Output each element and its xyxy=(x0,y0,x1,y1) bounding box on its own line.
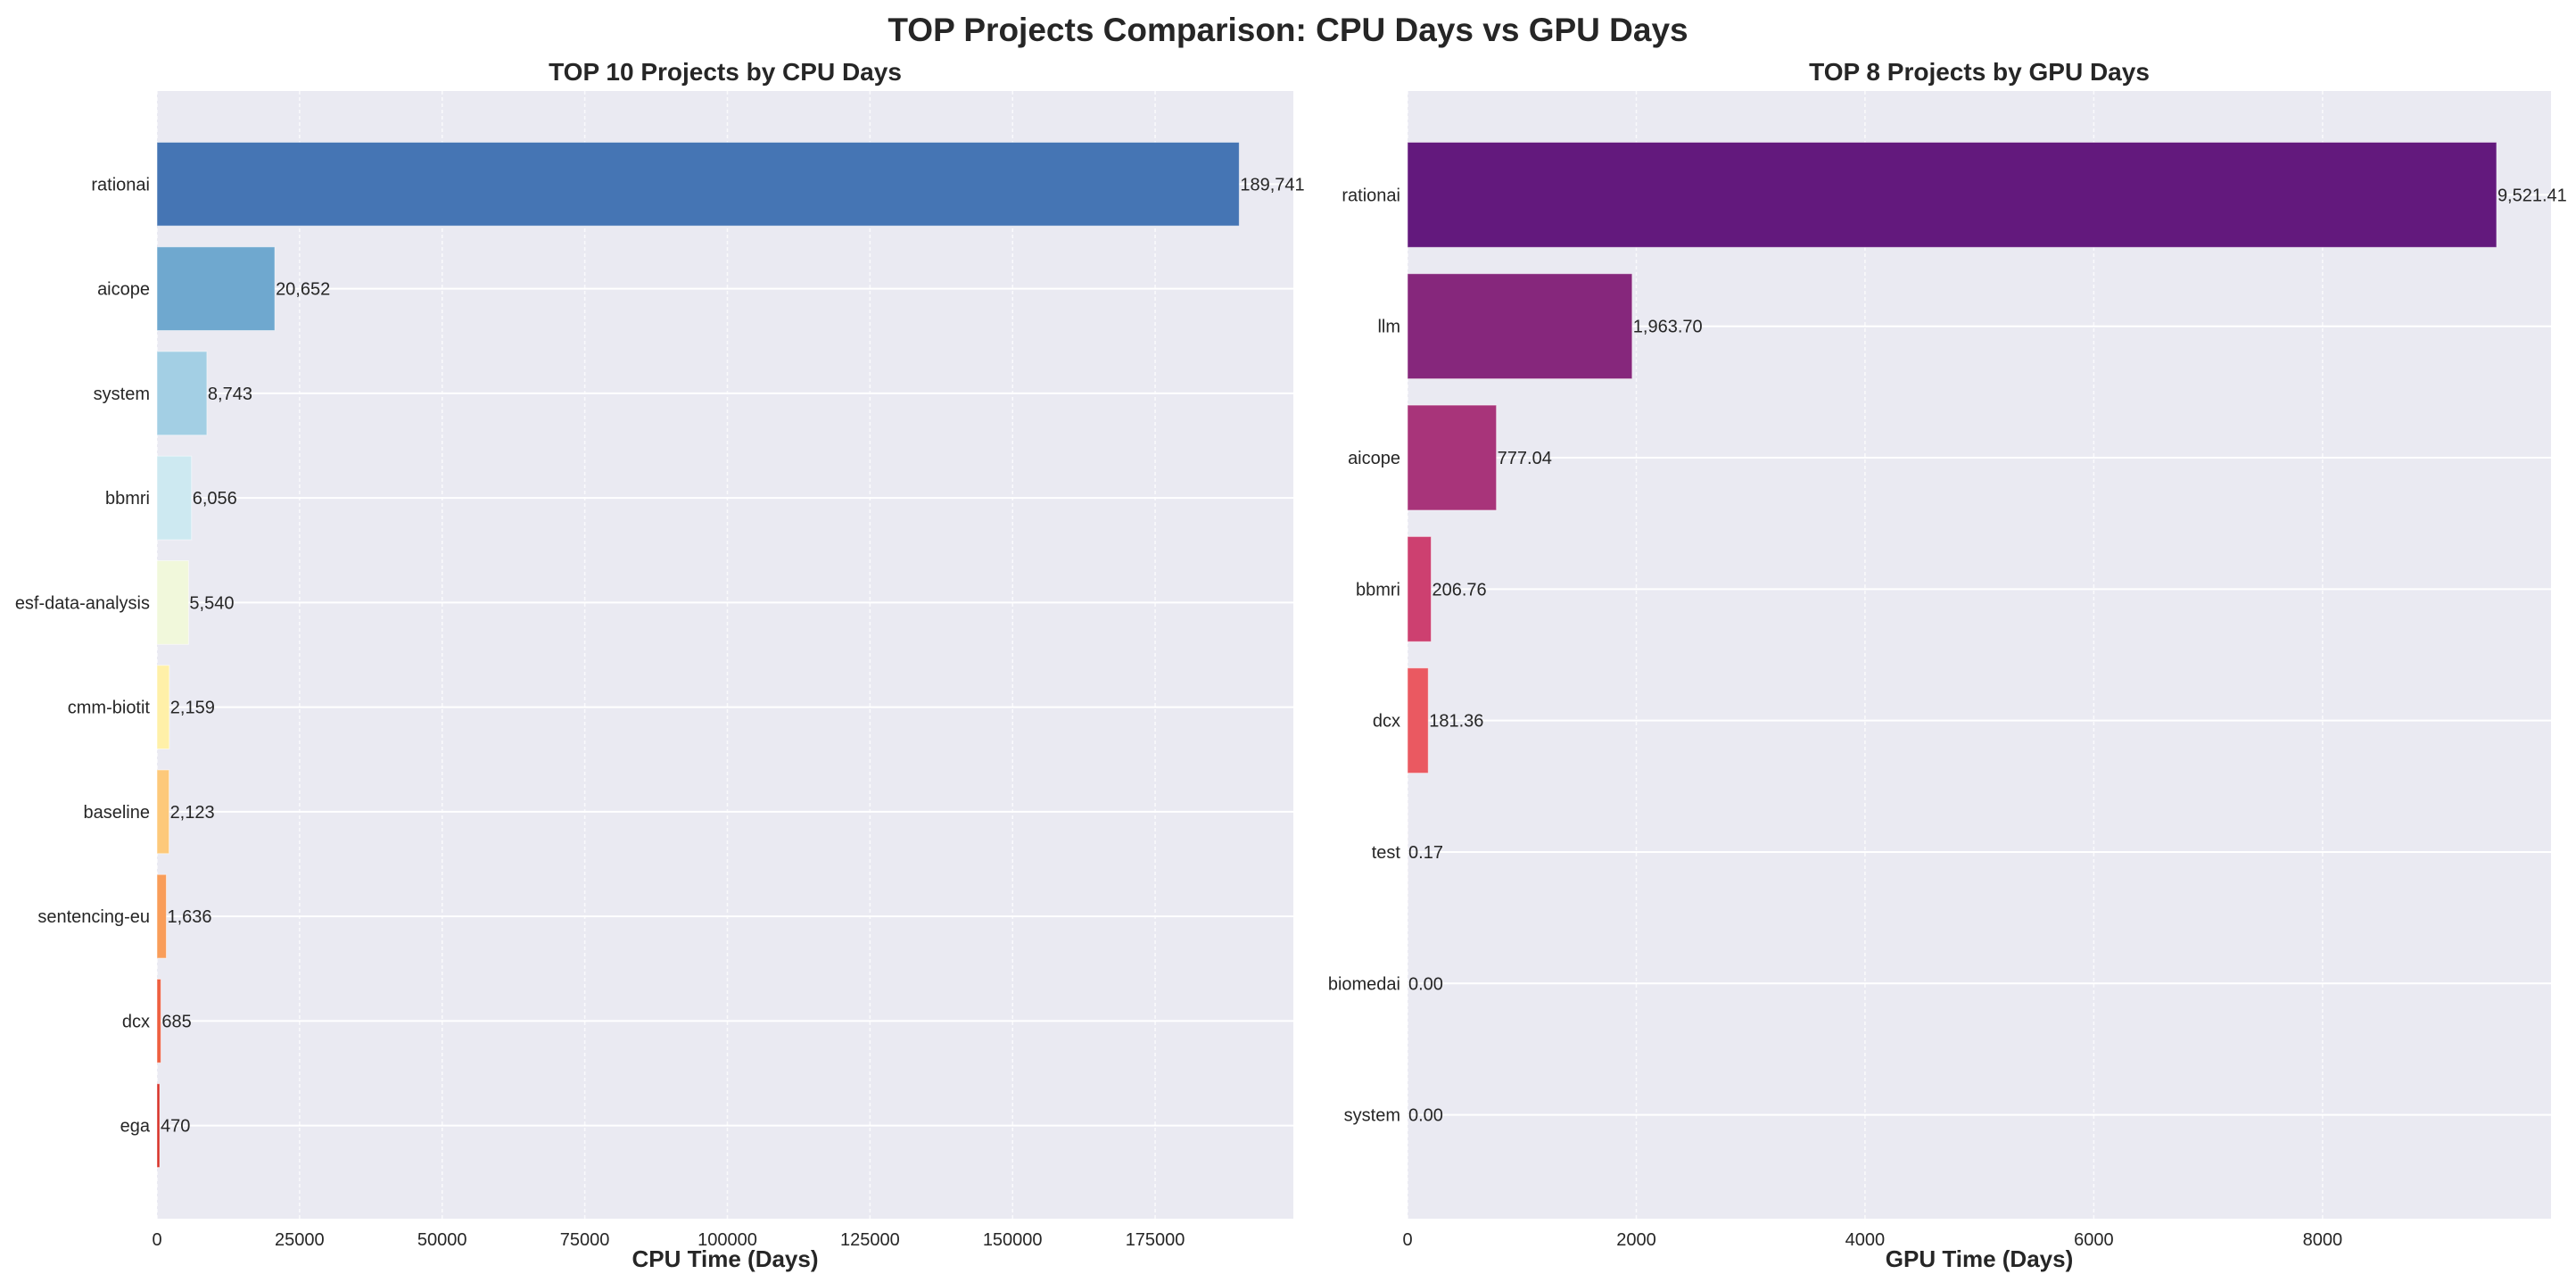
plot-background xyxy=(157,91,1293,1219)
value-label: 6,056 xyxy=(193,489,237,509)
y-tick-label: aicope xyxy=(1348,449,1400,468)
bar-rationai xyxy=(1407,141,2498,248)
y-tick-label: sentencing-eu xyxy=(37,907,150,927)
subplot-title: TOP 8 Projects by GPU Days xyxy=(1809,58,2150,86)
x-tick-label: 0 xyxy=(152,1230,161,1250)
value-label: 2,123 xyxy=(170,803,215,823)
value-label: 20,652 xyxy=(276,280,330,300)
value-label: 0.00 xyxy=(1408,974,1443,994)
value-label: 189,741 xyxy=(1240,175,1304,194)
bar-esf-data-analysis xyxy=(156,559,189,645)
plot-background xyxy=(1408,91,2551,1219)
y-tick-label: esf-data-analysis xyxy=(15,593,150,613)
x-tick-label: 175000 xyxy=(1126,1230,1185,1250)
value-label: 5,540 xyxy=(189,593,234,613)
bar-aicope xyxy=(1407,404,1498,511)
bar-sentencing-eu xyxy=(156,873,167,959)
bar-system xyxy=(156,351,208,436)
figure-title: TOP Projects Comparison: CPU Days vs GPU… xyxy=(888,12,1688,48)
x-tick-label: 6000 xyxy=(2074,1230,2114,1250)
bar-cmm-biotit xyxy=(156,665,170,750)
value-label: 0.17 xyxy=(1408,843,1443,863)
x-axis-label: CPU Time (Days) xyxy=(632,1245,818,1272)
y-tick-label: rationai xyxy=(91,175,150,194)
value-label: 1,636 xyxy=(167,907,211,927)
cpu-days-chart: 0 25000 50000 75000 100000 125000 150000 175000… xyxy=(15,58,1305,1272)
bar-dcx xyxy=(156,978,161,1063)
y-tick-label: baseline xyxy=(83,803,150,823)
y-tick-label: biomedai xyxy=(1328,974,1400,994)
bar-bbmri xyxy=(1407,535,1432,642)
value-label: 181.36 xyxy=(1429,712,1483,732)
x-tick-label: 100000 xyxy=(698,1230,757,1250)
value-label: 2,159 xyxy=(170,699,215,718)
subplot-title: TOP 10 Projects by CPU Days xyxy=(549,58,902,86)
value-label: 777.04 xyxy=(1498,449,1552,468)
value-label: 9,521.41 xyxy=(2498,186,2567,205)
y-tick-label: bbmri xyxy=(1356,580,1400,600)
x-tick-label: 75000 xyxy=(560,1230,610,1250)
y-tick-label: bbmri xyxy=(105,489,150,509)
x-tick-label: 8000 xyxy=(2303,1230,2343,1250)
value-label: 470 xyxy=(161,1117,190,1137)
bar-rationai xyxy=(156,141,1240,227)
y-tick-label: dcx xyxy=(122,1012,150,1031)
gpu-days-chart: 0 2000 4000 6000 8000 rationai 9,521.41 llm 1,96… xyxy=(1328,58,2567,1272)
x-tick-label: 0 xyxy=(1402,1230,1412,1250)
y-tick-label: rationai xyxy=(1342,186,1400,205)
x-tick-label: 125000 xyxy=(840,1230,900,1250)
bar-ega xyxy=(156,1083,161,1169)
y-tick-label: dcx xyxy=(1373,712,1400,732)
x-tick-label: 150000 xyxy=(983,1230,1043,1250)
y-tick-label: test xyxy=(1372,843,1401,863)
x-axis-label: GPU Time (Days) xyxy=(1886,1245,2073,1272)
y-tick-label: cmm-biotit xyxy=(68,699,151,718)
value-label: 1,963.70 xyxy=(1633,318,1703,337)
x-tick-label: 50000 xyxy=(417,1230,467,1250)
bar-baseline xyxy=(156,769,170,855)
y-tick-label: system xyxy=(94,385,150,404)
y-tick-label: llm xyxy=(1377,318,1400,337)
value-label: 0.00 xyxy=(1408,1106,1443,1126)
value-label: 685 xyxy=(161,1012,191,1031)
x-tick-label: 25000 xyxy=(275,1230,325,1250)
bar-llm xyxy=(1407,273,1633,380)
bar-aicope xyxy=(156,246,276,332)
y-tick-label: aicope xyxy=(97,280,150,300)
bar-dcx xyxy=(1407,667,1429,774)
bar-bbmri xyxy=(156,455,193,541)
y-tick-label: ega xyxy=(120,1117,151,1137)
x-tick-label: 2000 xyxy=(1616,1230,1656,1250)
x-tick-label: 4000 xyxy=(1845,1230,1886,1250)
y-tick-label: system xyxy=(1344,1106,1400,1126)
value-label: 8,743 xyxy=(208,385,252,404)
value-label: 206.76 xyxy=(1432,580,1487,600)
